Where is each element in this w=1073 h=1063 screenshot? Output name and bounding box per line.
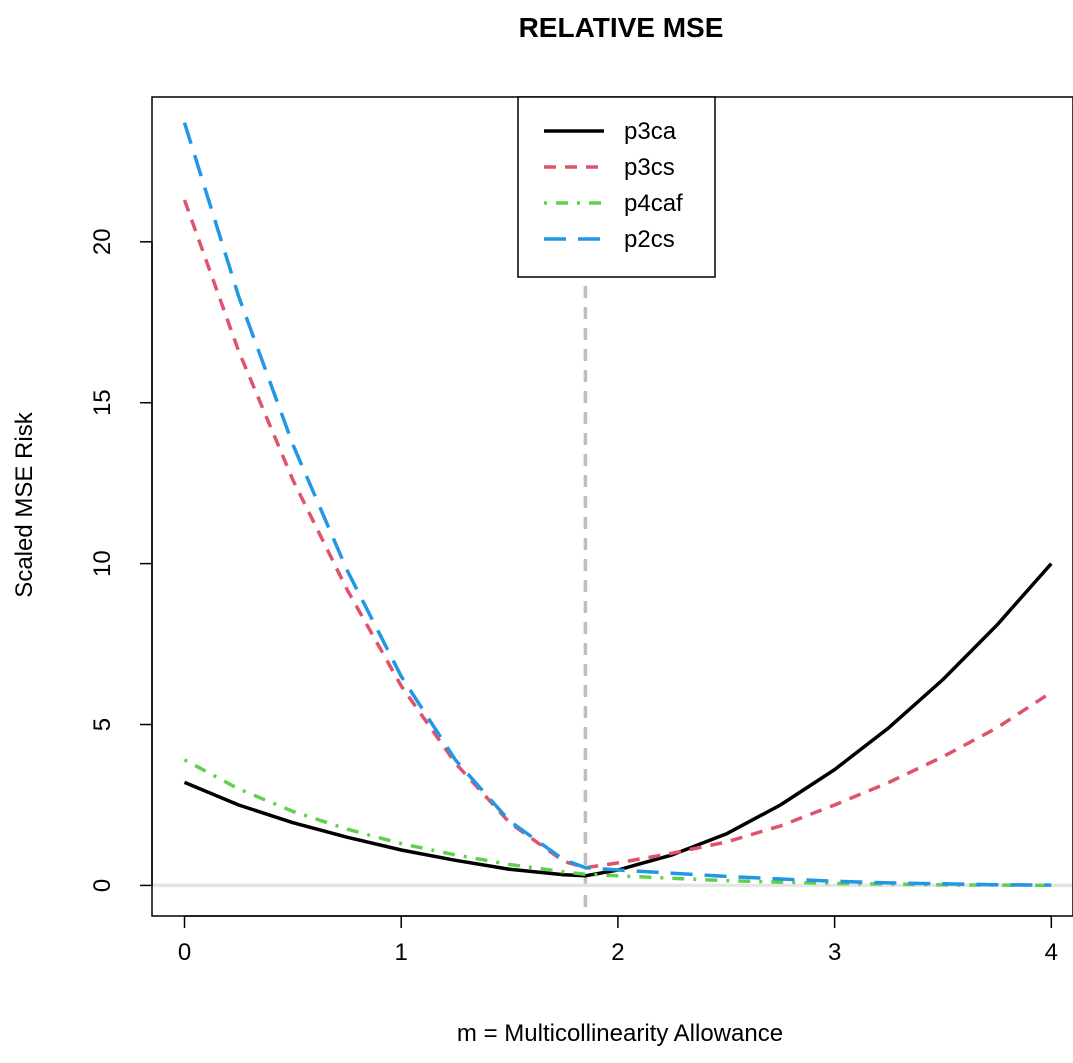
legend-label-p2cs: p2cs xyxy=(624,226,675,253)
y-tick-label: 0 xyxy=(89,879,116,892)
legend-label-p3cs: p3cs xyxy=(624,154,675,181)
y-axis-label: Scaled MSE Risk xyxy=(11,411,38,597)
y-tick-label: 5 xyxy=(89,718,116,731)
series-line-p2cs xyxy=(182,122,1052,887)
legend-label-p3ca: p3ca xyxy=(624,118,677,145)
series-line-p4caf xyxy=(183,758,1052,888)
x-axis: 0 1 2 3 4 xyxy=(178,915,1058,966)
x-tick-label: 3 xyxy=(828,939,841,966)
y-tick-label: 15 xyxy=(89,389,116,416)
legend-box xyxy=(517,96,716,278)
series-line-p3cs xyxy=(182,199,1053,870)
legend: p3ca p3cs p4caf p2cs xyxy=(517,96,716,278)
series-line-p3ca xyxy=(183,562,1053,878)
x-tick-label: 2 xyxy=(611,939,624,966)
y-tick-label: 20 xyxy=(89,228,116,255)
x-tick-label: 0 xyxy=(178,939,191,966)
series-layer xyxy=(182,122,1053,888)
x-axis-label: m = Multicollinearity Allowance xyxy=(457,1020,783,1047)
chart-title: RELATIVE MSE xyxy=(519,12,724,43)
x-tick-label: 4 xyxy=(1045,939,1058,966)
y-tick-label: 10 xyxy=(89,550,116,577)
x-tick-label: 1 xyxy=(395,939,408,966)
y-axis: 0 5 10 15 20 xyxy=(89,228,153,892)
legend-label-p4caf: p4caf xyxy=(624,190,683,217)
